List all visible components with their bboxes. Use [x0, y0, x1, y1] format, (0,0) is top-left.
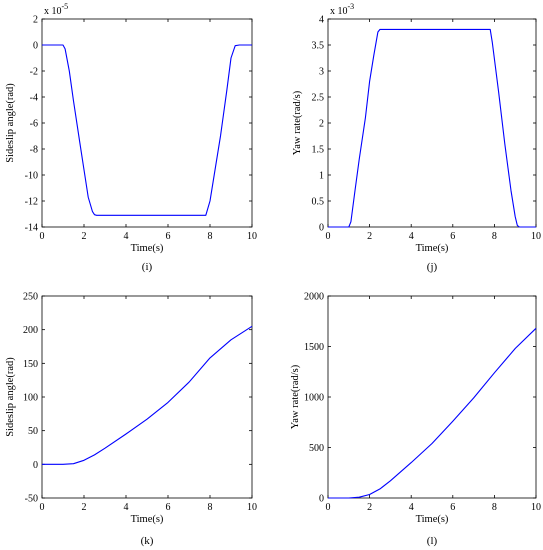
chart1-x-tick-label: 10 [247, 231, 257, 242]
chart2-x-tick-label: 6 [450, 231, 455, 242]
chart3-caption: (k) [141, 535, 154, 547]
chart4-y-tick-label: 2000 [304, 292, 324, 303]
chart3-y-tick-label: -50 [25, 494, 38, 505]
chart3-y-tick-label: 100 [23, 393, 38, 404]
chart4-caption: (l) [427, 535, 438, 547]
chart2-plot-frame [327, 18, 537, 228]
chart4-y-tick-label: 0 [319, 494, 324, 505]
chart2-x-axis-label: Time(s) [416, 243, 449, 254]
chart4-x-tick-label: 0 [326, 502, 331, 513]
chart1-y-tick-label: -8 [30, 145, 38, 156]
chart3-x-tick-label: 2 [82, 502, 87, 513]
chart1-x-axis-label: Time(s) [131, 243, 164, 254]
chart1-y-tick-label: -4 [30, 93, 38, 104]
chart1-exponent-power: -5 [62, 2, 69, 11]
chart4-x-tick-label: 2 [367, 502, 372, 513]
chart4-x-tick-label: 4 [409, 502, 414, 513]
chart2-y-tick-label: 2 [319, 119, 324, 130]
chart2-exponent-power: -3 [348, 2, 355, 11]
chart2-y-tick-label: 2.5 [312, 93, 325, 104]
chart4-x-tick-label: 8 [492, 502, 497, 513]
chart3-series-line [42, 325, 253, 465]
chart2-x-tick-label: 2 [367, 231, 372, 242]
chart3-y-tick-label: 50 [28, 426, 38, 437]
chart2-y-tick-label: 3 [319, 67, 324, 78]
chart4-y-tick-label: 1000 [304, 393, 324, 404]
chart4-plot-frame [327, 295, 537, 499]
chart1-y-tick-label: -12 [25, 197, 38, 208]
chart4-y-tick-label: 500 [309, 443, 324, 454]
chart2-y-tick-label: 0 [319, 223, 324, 234]
chart1-y-tick-label: 0 [33, 41, 38, 52]
chart4-y-tick-label: 1500 [304, 342, 324, 353]
chart2-series-line [328, 28, 536, 228]
chart3-x-tick-label: 8 [208, 502, 213, 513]
chart1-y-tick-label: -6 [30, 119, 38, 130]
chart1-y-axis-label: Sideslip angle(rad) [5, 83, 16, 163]
chart4-x-tick-label: 6 [450, 502, 455, 513]
chart2-caption: (j) [427, 261, 438, 273]
chart2-x-tick-label: 10 [531, 231, 541, 242]
chart1-y-tick-label: -10 [25, 171, 38, 182]
chart3-plot-frame [41, 295, 253, 499]
chart1-x-tick-label: 4 [124, 231, 129, 242]
chart3-y-tick-label: 250 [23, 292, 38, 303]
chart3-x-tick-label: 6 [166, 502, 171, 513]
chart3-y-tick-label: 0 [33, 460, 38, 471]
chart3-x-tick-label: 10 [247, 502, 257, 513]
chart1-x-tick-label: 8 [208, 231, 213, 242]
chart1-series-line [42, 44, 252, 216]
chart1-exponent-label: x 10-5 [44, 2, 68, 17]
chart3-x-axis-label: Time(s) [131, 514, 164, 525]
chart1-y-tick-label: -2 [30, 67, 38, 78]
chart2-y-tick-label: 4 [319, 15, 324, 26]
chart2-y-tick-label: 1 [319, 171, 324, 182]
chart1-x-tick-label: 2 [82, 231, 87, 242]
chart2-exponent-base: x 10 [330, 6, 348, 17]
chart4-x-axis-label: Time(s) [416, 514, 449, 525]
chart1-x-tick-label: 0 [40, 231, 45, 242]
chart2-x-tick-label: 4 [409, 231, 414, 242]
chart4-y-axis-label: Yaw rate(rad/s) [290, 364, 301, 429]
chart2-y-tick-label: 3.5 [312, 41, 325, 52]
chart3-x-tick-label: 0 [40, 502, 45, 513]
chart2-y-tick-label: 0.5 [312, 197, 325, 208]
chart3-y-tick-label: 150 [23, 359, 38, 370]
chart2-y-axis-label: Yaw rate(rad/s) [292, 90, 303, 155]
chart1-caption: (i) [142, 261, 153, 273]
chart1-x-tick-label: 6 [166, 231, 171, 242]
chart1-y-tick-label: 2 [33, 15, 38, 26]
chart4-series-line [328, 327, 537, 499]
chart3-y-axis-label: Sideslip angle(rad) [5, 357, 16, 437]
chart3-y-tick-label: 200 [23, 325, 38, 336]
chart2-y-tick-label: 1.5 [312, 145, 325, 156]
chart1-y-tick-label: -14 [25, 223, 38, 234]
chart2-x-tick-label: 0 [326, 231, 331, 242]
chart3-x-tick-label: 4 [124, 502, 129, 513]
chart2-x-tick-label: 8 [492, 231, 497, 242]
chart4-x-tick-label: 10 [531, 502, 541, 513]
chart1-plot-frame [41, 18, 253, 228]
chart1-exponent-base: x 10 [44, 6, 62, 17]
chart2-exponent-label: x 10-3 [330, 2, 354, 17]
